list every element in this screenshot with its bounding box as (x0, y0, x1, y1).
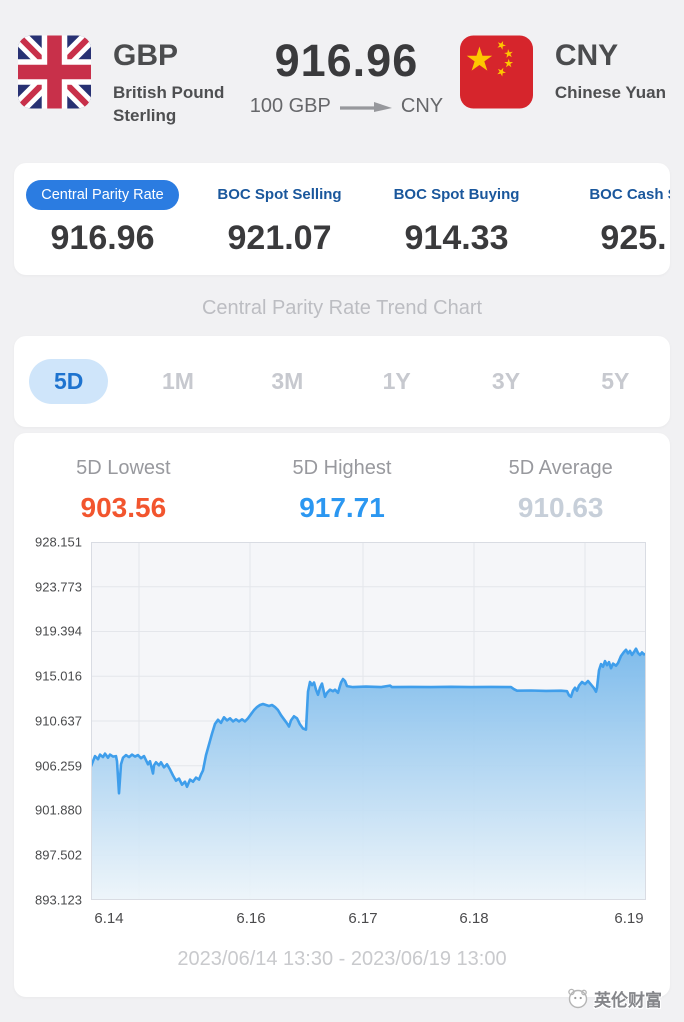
gbp-flag-icon (18, 35, 91, 109)
rate-type-value: 921.07 (227, 218, 332, 257)
rate-type-value: 916.96 (50, 218, 155, 257)
period-tab-label: 1Y (382, 367, 411, 394)
headline-rate: 916.96 (274, 35, 419, 86)
rate-type-col: BOC Cash S 925. (545, 180, 670, 258)
rate-types-scroll-strip[interactable]: Central Parity Rate 916.96 BOC Spot Sellin… (14, 163, 670, 258)
rate-types-card: Central Parity Rate 916.96 BOC Spot Sellin… (14, 162, 670, 275)
y-axis-tick: 906.259 (35, 758, 82, 774)
rate-type-value: 925. (600, 218, 667, 257)
watermark-logo-icon (568, 989, 588, 1009)
stat-label: 5D Highest (292, 456, 392, 479)
period-tab-label: 5Y (601, 367, 630, 394)
chart-x-axis: 6.14 6.16 6.17 6.18 6.19 (91, 900, 646, 934)
y-axis-tick: 897.502 (35, 847, 82, 863)
cny-flag-icon (459, 35, 533, 109)
stat: 5D Average 910.63 (451, 457, 670, 524)
rate-type-tab[interactable]: BOC Spot Buying (393, 185, 520, 203)
rate-type-value: 914.33 (404, 218, 509, 257)
y-axis-tick: 910.637 (35, 713, 82, 729)
period-tab-label: 3M (271, 367, 304, 394)
chart-canvas (89, 541, 648, 900)
x-axis-tick: 6.16 (236, 909, 266, 927)
chart-section-title: Central Parity Rate Trend Chart (201, 296, 483, 319)
x-axis-tick: 6.19 (614, 909, 644, 927)
rate-type-tab[interactable]: BOC Cash S (589, 185, 670, 203)
rate-type-tab[interactable]: Central Parity Rate (26, 179, 179, 210)
to-currency-code: CNY (554, 39, 619, 72)
to-currency-block: CNY Chinese Yuan (459, 33, 666, 111)
y-axis-tick: 901.880 (35, 802, 82, 818)
stat: 5D Highest 917.71 (233, 457, 452, 524)
stat-label: 5D Lowest (76, 456, 171, 479)
y-axis-tick: 919.394 (35, 623, 82, 639)
rate-type-col: BOC Spot Buying 914.33 (368, 180, 545, 258)
period-tab-label: 1M (162, 367, 194, 394)
chart-date-range: 2023/06/14 13:30 - 2023/06/19 13:00 (177, 947, 507, 970)
chart-area-fill (91, 648, 646, 900)
period-tab-5y[interactable]: 5Y (561, 359, 670, 404)
chart-plot-area[interactable] (89, 541, 648, 900)
y-axis-tick: 915.016 (35, 668, 82, 684)
x-axis-tick: 6.17 (348, 909, 378, 927)
period-tabs: 5D 1M 3M 1Y 3Y 5Y (14, 335, 670, 427)
conversion-to: CNY (400, 95, 444, 117)
chart-y-axis: 928.151 923.773 919.394 915.016 910.637 906.2… (14, 534, 91, 907)
currency-header: GBP British Pound Sterling 916.96 100 GB… (0, 0, 684, 128)
stat-value: 910.63 (517, 491, 604, 523)
period-tab-3m[interactable]: 3M (233, 359, 342, 404)
rate-type-col: BOC Spot Selling 921.07 (191, 180, 368, 258)
period-stats-row: 5D Lowest 903.56 5D Highest 917.71 5D Averag… (14, 457, 670, 524)
x-axis-tick: 6.18 (459, 909, 489, 927)
from-currency-block: GBP British Pound Sterling (18, 33, 233, 128)
right-arrow-icon (339, 101, 392, 112)
period-tab-label: 5D (28, 358, 109, 404)
from-currency-code: GBP (113, 39, 179, 72)
conversion-from: 100 GBP (249, 95, 331, 117)
stat: 5D Lowest 903.56 (14, 457, 233, 524)
stat-label: 5D Average (508, 456, 613, 479)
rate-type-tab[interactable]: BOC Spot Selling (217, 185, 342, 203)
to-currency-name: Chinese Yuan (554, 83, 666, 102)
headline-rate-block: 916.96 100 GBP CNY (250, 33, 443, 118)
y-axis-tick: 928.151 (35, 534, 82, 550)
chart-line (89, 647, 648, 795)
period-tab-label: 3Y (491, 367, 521, 394)
watermark: 英伦财富 (566, 986, 662, 1011)
period-tab-5d[interactable]: 5D (14, 358, 123, 404)
trend-chart: 928.151 923.773 919.394 915.016 910.637 906.2… (14, 534, 670, 907)
stat-value: 917.71 (299, 491, 385, 523)
rate-type-col: Central Parity Rate 916.96 (14, 179, 191, 258)
from-currency-name: British Pound Sterling (113, 83, 225, 125)
x-axis-tick: 6.14 (94, 909, 124, 927)
stat-value: 903.56 (80, 491, 167, 523)
chart-card: 5D Lowest 903.56 5D Highest 917.71 5D Averag… (14, 432, 670, 1010)
watermark-text: 英伦财富 (594, 990, 662, 1010)
period-tab-1m[interactable]: 1M (123, 359, 232, 404)
period-tab-3y[interactable]: 3Y (451, 359, 560, 404)
conversion-caption: 100 GBP CNY (250, 95, 443, 118)
y-axis-tick: 893.123 (35, 892, 82, 908)
y-axis-tick: 923.773 (35, 579, 82, 595)
period-tab-1y[interactable]: 1Y (342, 359, 451, 404)
